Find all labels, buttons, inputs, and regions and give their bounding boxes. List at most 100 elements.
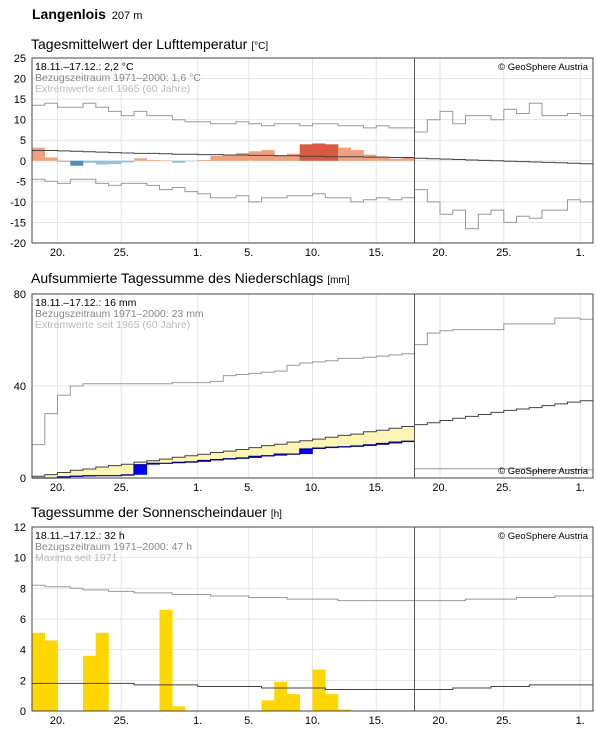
legend-line: 18.11.–17.12.: 32 h (35, 530, 125, 542)
deficit-area (108, 465, 122, 476)
y-tick-label: 2 (20, 675, 26, 687)
deficit-area (57, 472, 71, 477)
copyright-label: © GeoSphere Austria (498, 531, 589, 542)
y-tick-label: -15 (10, 217, 26, 229)
x-tick-label: 25. (114, 715, 129, 727)
sunshine-bar (159, 609, 173, 711)
x-tick-label: 20. (50, 715, 65, 727)
deficit-area (83, 469, 97, 476)
sunshine-bar (325, 694, 339, 711)
deficit-area (376, 430, 390, 444)
sunshine-bar (338, 709, 352, 711)
legend-line: Bezugszeitraum 1971–2000: 1,6 °C (35, 72, 201, 84)
x-tick-label: 1. (193, 247, 202, 259)
plot-frame (31, 57, 594, 244)
plot-frame (31, 526, 594, 712)
x-tick-label: 1. (193, 715, 202, 727)
station-name: Langenlois (32, 6, 106, 22)
temp-bar (95, 160, 109, 165)
legend-line: Bezugszeitraum 1971–2000: 23 mm (35, 308, 204, 320)
x-tick-label: 1. (193, 482, 202, 494)
temp-bar (389, 158, 403, 161)
plot-frame (31, 293, 594, 479)
sunshine-bar (261, 700, 275, 711)
y-tick-label: 0 (20, 156, 26, 168)
sunshine-bar (95, 632, 109, 711)
temp-bar (83, 160, 97, 163)
deficit-area (146, 460, 160, 464)
y-tick-label: 40 (14, 381, 26, 393)
normal-line (32, 150, 593, 165)
deficit-area (223, 451, 237, 459)
precip-increment (376, 443, 390, 445)
x-tick-label: 20. (432, 247, 447, 259)
record-min-line (32, 178, 593, 230)
y-tick-label: 0 (20, 706, 26, 718)
copyright-label: © GeoSphere Austria (498, 62, 589, 73)
y-tick-label: -10 (10, 197, 26, 209)
precip-increment (248, 456, 262, 458)
deficit-area (299, 440, 313, 450)
chart-title: Aufsummierte Tagessumme des Niederschlag… (31, 270, 350, 286)
temp-bar (134, 158, 148, 161)
x-tick-label: 25. (496, 482, 511, 494)
chart-title-text: Tagessumme der Sonnenscheindauer (31, 504, 267, 520)
chart-title-text: Aufsummierte Tagessumme des Niederschlag… (31, 270, 323, 286)
y-tick-label: 10 (14, 553, 26, 565)
y-tick-label: 5 (20, 135, 26, 147)
legend-line: 18.11.–17.12.: 2,2 °C (35, 61, 134, 73)
y-tick-label: 8 (20, 583, 26, 595)
sunshine-bar (274, 681, 288, 711)
deficit-area (363, 431, 377, 445)
temp-bar (185, 160, 199, 162)
deficit-area (325, 437, 339, 448)
y-tick-label: 0 (20, 473, 26, 485)
chart-unit: [°C] (251, 41, 268, 52)
chart-panel-1: Tagesmittelwert der Lufttemperatur [°C] -2… (10, 36, 594, 259)
temp-bar (401, 157, 415, 161)
temp-bar (159, 160, 173, 161)
chart-panel-2: Aufsummierte Tagessumme des Niederschlag… (14, 270, 594, 494)
copyright-label: © GeoSphere Austria (498, 466, 589, 477)
precip-increment (389, 442, 403, 444)
chart-panel-3: Tagessumme der Sonnenscheindauer [h] 0 2 4 6 8… (14, 504, 594, 727)
legend-line: Extremwerte seit 1965 (60 Jahre) (35, 83, 190, 95)
record-max-line (32, 317, 593, 446)
sunshine-bar (287, 694, 301, 711)
station-altitude: 207 m (111, 10, 143, 22)
x-tick-label: 5. (244, 715, 253, 727)
deficit-area (172, 457, 186, 463)
sunshine-bar (44, 640, 58, 711)
deficit-area (312, 439, 326, 449)
precip-increment (134, 464, 148, 475)
normal-line (32, 682, 593, 690)
x-tick-label: 15. (369, 247, 384, 259)
chart-title: Tagessumme der Sonnenscheindauer [h] (31, 504, 282, 520)
x-tick-label: 10. (305, 715, 320, 727)
temp-bar (121, 160, 135, 163)
temp-bar (108, 160, 122, 165)
normal-line (32, 400, 593, 477)
sunshine-bar (312, 669, 326, 711)
x-tick-label: 25. (114, 247, 129, 259)
record-max-line (32, 584, 593, 602)
cumulative-line (32, 440, 415, 479)
precip-increment (299, 449, 313, 455)
temp-bar (32, 147, 46, 161)
x-tick-label: 5. (244, 247, 253, 259)
x-tick-label: 25. (114, 482, 129, 494)
temp-bar (236, 152, 250, 161)
y-tick-label: 25 (14, 53, 26, 65)
deficit-area (197, 454, 211, 461)
y-tick-label: 10 (14, 115, 26, 127)
deficit-area (210, 452, 224, 460)
temp-bar (248, 151, 262, 161)
chart-unit: [h] (271, 509, 282, 520)
temp-bar (146, 159, 160, 161)
x-tick-label: 10. (305, 482, 320, 494)
deficit-area (287, 442, 301, 455)
temp-bar (287, 153, 301, 161)
deficit-area (248, 447, 262, 457)
legend-line: Extremwerte seit 1965 (60 Jahre) (35, 319, 190, 331)
deficit-area (261, 445, 275, 456)
